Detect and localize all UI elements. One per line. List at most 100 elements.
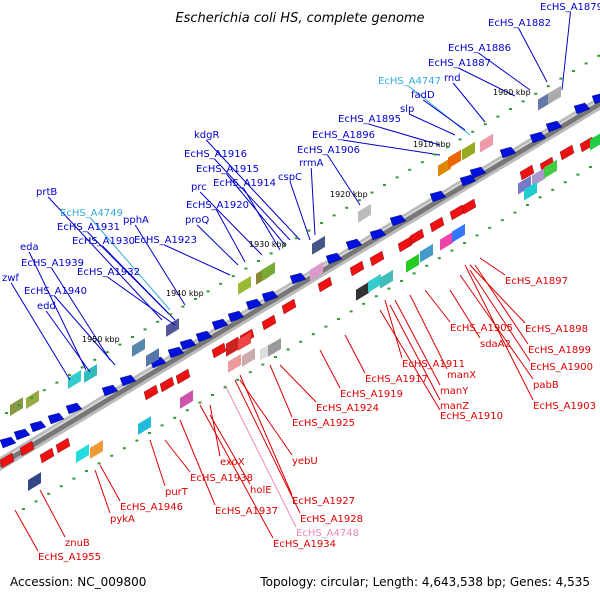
leader-line bbox=[310, 167, 316, 236]
gene-label-kdgr[interactable]: kdgR bbox=[194, 130, 219, 141]
ruler-tick bbox=[97, 462, 101, 465]
gene-label-eda[interactable]: eda bbox=[20, 242, 39, 253]
gene-label-cspc[interactable]: cspC bbox=[278, 172, 302, 183]
gene-label-echs_a4748[interactable]: EcHS_A4748 bbox=[296, 528, 359, 539]
forward-gene-arrow bbox=[345, 238, 363, 251]
gene-label-echs_a1927[interactable]: EcHS_A1927 bbox=[292, 496, 355, 507]
leader-line bbox=[243, 187, 281, 251]
gene-label-echs_a1928[interactable]: EcHS_A1928 bbox=[300, 514, 363, 525]
leader-line bbox=[90, 217, 171, 311]
gene-label-ppha[interactable]: pphA bbox=[123, 215, 149, 226]
gene-label-echs_a1925[interactable]: EcHS_A1925 bbox=[292, 418, 355, 429]
gene-label-echs_a1923[interactable]: EcHS_A1923 bbox=[134, 235, 197, 246]
forward-gene-arrow bbox=[573, 102, 591, 115]
gene-label-rnd[interactable]: rnd bbox=[444, 73, 461, 84]
leader-line bbox=[199, 191, 263, 256]
ruler-tick bbox=[131, 336, 134, 338]
ruler-tick bbox=[311, 333, 315, 336]
gene-label-manx[interactable]: manX bbox=[447, 370, 476, 381]
gene-label-echs_a1932[interactable]: EcHS_A1932 bbox=[77, 267, 140, 278]
gene-label-exox[interactable]: exoX bbox=[220, 457, 245, 468]
gene-label-echs_a1886[interactable]: EcHS_A1886 bbox=[448, 43, 511, 54]
gene-label-echs_a1887[interactable]: EcHS_A1887 bbox=[428, 58, 491, 69]
gene-label-echs_a1914[interactable]: EcHS_A1914 bbox=[213, 178, 276, 189]
gene-label-yebu[interactable]: yebU bbox=[292, 456, 318, 467]
gene-label-echs_a1879[interactable]: EcHS_A1879 bbox=[540, 2, 600, 13]
leader-line bbox=[368, 123, 441, 146]
gene-box bbox=[132, 338, 145, 357]
accession-label: Accession: NC_009800 bbox=[10, 575, 147, 589]
gene-label-purt[interactable]: purT bbox=[165, 487, 189, 498]
gene-label-echs_a1906[interactable]: EcHS_A1906 bbox=[297, 145, 360, 156]
ruler-tick bbox=[400, 280, 403, 282]
forward-gene-arrow bbox=[167, 346, 185, 359]
gene-label-echs_a1895[interactable]: EcHS_A1895 bbox=[338, 114, 401, 125]
gene-label-zwf[interactable]: zwf bbox=[2, 273, 19, 284]
gene-label-echs_a1910[interactable]: EcHS_A1910 bbox=[440, 411, 503, 422]
gene-box bbox=[538, 91, 551, 111]
ruler-tick bbox=[463, 242, 466, 244]
gene-label-echs_a1911[interactable]: EcHS_A1911 bbox=[402, 359, 465, 370]
gene-label-echs_a1940[interactable]: EcHS_A1940 bbox=[24, 286, 87, 297]
leader-line bbox=[239, 379, 293, 456]
leader-line bbox=[196, 224, 239, 266]
gene-label-echs_a4749[interactable]: EcHS_A4749 bbox=[60, 208, 123, 219]
gene-label-echs_a1931[interactable]: EcHS_A1931 bbox=[57, 222, 120, 233]
gene-label-echs_a1924[interactable]: EcHS_A1924 bbox=[316, 403, 379, 414]
gene-label-echs_a1946[interactable]: EcHS_A1946 bbox=[120, 502, 183, 513]
leader-line bbox=[164, 244, 231, 276]
forward-gene-arrow bbox=[429, 190, 447, 203]
gene-label-prc[interactable]: prc bbox=[191, 182, 207, 193]
leader-line bbox=[149, 439, 166, 487]
leader-line bbox=[561, 11, 571, 91]
gene-label-many[interactable]: manY bbox=[440, 386, 469, 397]
gene-label-echs_a1939[interactable]: EcHS_A1939 bbox=[21, 258, 84, 269]
ruler-tick bbox=[269, 252, 273, 255]
gene-label-echs_a1920[interactable]: EcHS_A1920 bbox=[186, 200, 249, 211]
gene-label-manz[interactable]: manZ bbox=[440, 401, 469, 412]
gene-label-echs_a1937[interactable]: EcHS_A1937 bbox=[215, 506, 278, 517]
gene-label-rrma[interactable]: rrmA bbox=[299, 158, 324, 169]
leader-line bbox=[224, 384, 297, 528]
gene-label-echs_a1900[interactable]: EcHS_A1900 bbox=[530, 362, 593, 373]
gene-label-echs_a1903[interactable]: EcHS_A1903 bbox=[533, 401, 596, 412]
gene-label-echs_a1919[interactable]: EcHS_A1919 bbox=[340, 389, 403, 400]
gene-label-fadd[interactable]: fadD bbox=[411, 90, 435, 101]
gene-label-echs_a1898[interactable]: EcHS_A1898 bbox=[525, 324, 588, 335]
gene-label-prtb[interactable]: prtB bbox=[36, 187, 57, 198]
gene-label-echs_a1917[interactable]: EcHS_A1917 bbox=[365, 374, 428, 385]
gene-box bbox=[84, 364, 97, 383]
gene-box bbox=[238, 275, 251, 295]
gene-label-hole[interactable]: holE bbox=[250, 485, 272, 496]
gene-label-proq[interactable]: proQ bbox=[185, 215, 209, 226]
gene-label-echs_a1938[interactable]: EcHS_A1938 bbox=[190, 473, 253, 484]
ruler-tick bbox=[500, 219, 504, 222]
gene-label-echs_a1934[interactable]: EcHS_A1934 bbox=[273, 539, 336, 550]
ruler-tick bbox=[551, 188, 555, 191]
gene-label-echs_a1897[interactable]: EcHS_A1897 bbox=[505, 276, 568, 287]
gene-label-znub[interactable]: znuB bbox=[65, 538, 90, 549]
gene-label-echs_a1916[interactable]: EcHS_A1916 bbox=[184, 149, 247, 160]
forward-gene-arrow bbox=[325, 252, 343, 265]
leader-line bbox=[342, 139, 441, 156]
gene-label-pabb[interactable]: pabB bbox=[533, 380, 559, 391]
forward-gene-arrow bbox=[227, 310, 245, 323]
ruler-label: 1920 kbp bbox=[330, 190, 368, 199]
leader-line bbox=[469, 269, 531, 362]
reverse-gene-arrow bbox=[175, 368, 191, 385]
gene-label-echs_a4747[interactable]: EcHS_A4747 bbox=[378, 76, 441, 87]
leader-line bbox=[99, 464, 121, 502]
ruler-label: 1910 kbp bbox=[413, 140, 451, 149]
gene-label-echs_a1896[interactable]: EcHS_A1896 bbox=[312, 130, 375, 141]
gene-label-echs_a1905[interactable]: EcHS_A1905 bbox=[450, 323, 513, 334]
ruler-tick bbox=[22, 508, 25, 510]
gene-label-edd[interactable]: edd bbox=[37, 301, 56, 312]
gene-label-pyka[interactable]: pykA bbox=[110, 514, 135, 525]
gene-label-echs_a1955[interactable]: EcHS_A1955 bbox=[38, 552, 101, 563]
gene-label-sdaa2[interactable]: sdaA2 bbox=[480, 339, 511, 350]
gene-label-echs_a1899[interactable]: EcHS_A1899 bbox=[528, 345, 591, 356]
gene-label-echs_a1915[interactable]: EcHS_A1915 bbox=[196, 164, 259, 175]
gene-label-slp[interactable]: slp bbox=[400, 104, 414, 115]
gene-label-echs_a1882[interactable]: EcHS_A1882 bbox=[488, 18, 551, 29]
gene-label-echs_a1930[interactable]: EcHS_A1930 bbox=[72, 236, 135, 247]
